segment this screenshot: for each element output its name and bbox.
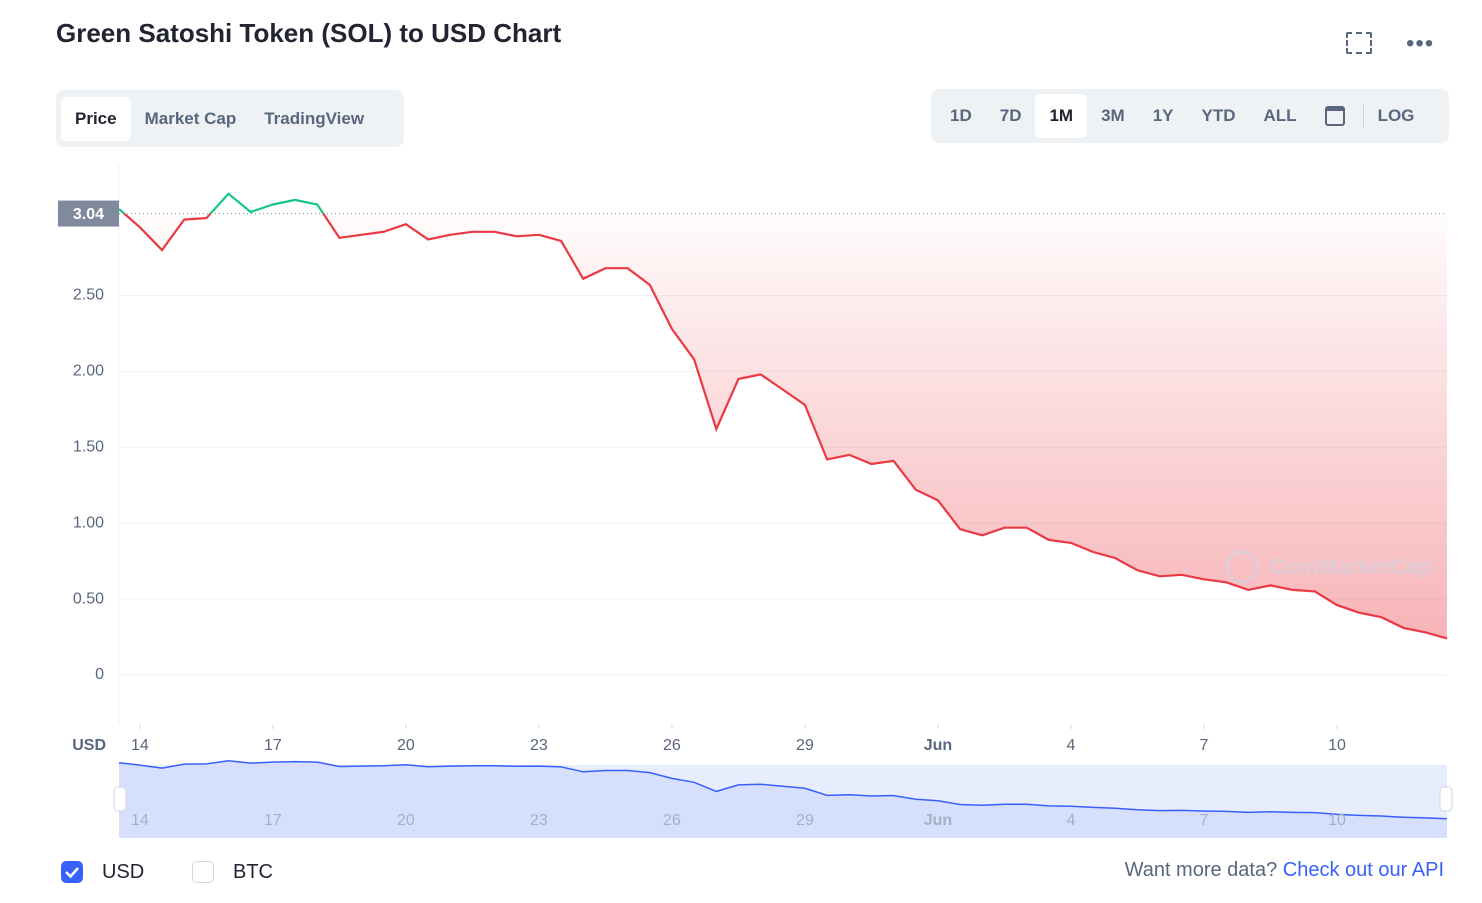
x-tick-label: 10 xyxy=(1328,737,1346,754)
btc-checkbox[interactable] xyxy=(192,861,214,883)
log-button[interactable]: LOG xyxy=(1377,106,1415,125)
range-button[interactable]: 1M xyxy=(1035,94,1088,138)
reference-label: 3.04 xyxy=(73,206,104,223)
y-tick-label: 1.00 xyxy=(73,514,104,531)
range-button[interactable]: YTD xyxy=(1201,106,1236,125)
navigator-tick-label: Jun xyxy=(924,812,952,829)
range-button[interactable]: 3M xyxy=(1101,106,1125,125)
navigator-tick-label: 23 xyxy=(530,812,548,829)
price-line xyxy=(122,213,1448,640)
api-link[interactable]: Check out our API xyxy=(1282,859,1444,881)
chart-title: Green Satoshi Token (SOL) to USD Chart xyxy=(56,18,562,48)
x-tick-label: 17 xyxy=(264,737,282,754)
tab-group: Price Market Cap TradingView xyxy=(56,90,404,147)
x-tick-label: 20 xyxy=(397,737,415,754)
footer-prompt: Want more data? xyxy=(1124,859,1278,881)
navigator-tick-label: 14 xyxy=(131,812,149,829)
range-button[interactable]: ALL xyxy=(1263,106,1297,125)
navigator-tick-label: 26 xyxy=(663,812,681,829)
reference-badge xyxy=(58,200,119,227)
navigator-handle[interactable] xyxy=(113,786,127,812)
tab[interactable]: Market Cap xyxy=(144,108,237,128)
navigator-tick-label: 7 xyxy=(1200,812,1209,829)
navigator-tick-label: 29 xyxy=(796,812,814,829)
x-tick-label: 26 xyxy=(663,737,681,754)
navigator-area xyxy=(119,760,1447,838)
watermark-logo xyxy=(1225,550,1259,584)
x-tick-label: 29 xyxy=(796,737,814,754)
navigator-tick-label: 4 xyxy=(1067,812,1076,829)
range-button[interactable]: 7D xyxy=(999,106,1022,125)
btc-label: BTC xyxy=(233,861,273,883)
x-tick-label: 14 xyxy=(131,737,149,754)
navigator-tick-label: 20 xyxy=(397,812,415,829)
calendar-icon[interactable] xyxy=(1324,106,1345,126)
navigator-handle[interactable] xyxy=(1439,786,1453,812)
tab[interactable]: Price xyxy=(61,96,131,141)
y-tick-label: 1.50 xyxy=(73,438,104,455)
more-icon[interactable]: ••• xyxy=(1406,30,1435,57)
area-below-reference xyxy=(119,213,1447,639)
y-tick-label: 0.50 xyxy=(73,590,104,607)
y-axis-label: USD xyxy=(72,737,106,754)
separator xyxy=(1362,104,1364,128)
navigator-line xyxy=(118,760,1448,820)
x-tick-label: 23 xyxy=(530,737,548,754)
x-tick-label: 4 xyxy=(1067,737,1076,754)
range-button[interactable]: 1Y xyxy=(1152,106,1174,125)
y-tick-label: 2.00 xyxy=(73,363,104,380)
y-tick-label: 2.50 xyxy=(73,287,104,304)
navigator-tick-label: 17 xyxy=(264,812,282,829)
fullscreen-icon[interactable] xyxy=(1346,32,1372,54)
x-tick-label: 7 xyxy=(1200,737,1209,754)
range-button[interactable]: 1D xyxy=(950,106,972,125)
y-tick-label: 0 xyxy=(95,666,104,683)
navigator-tick-label: 10 xyxy=(1328,812,1346,829)
x-tick-label: Jun xyxy=(924,737,952,754)
range-group: 1D 7D 1M 3M 1Y YTD ALL LOG xyxy=(931,89,1449,143)
watermark: CoinMarketCap xyxy=(1270,554,1431,579)
usd-checkbox[interactable] xyxy=(61,861,83,883)
tab[interactable]: TradingView xyxy=(264,108,365,128)
usd-label: USD xyxy=(102,861,145,883)
